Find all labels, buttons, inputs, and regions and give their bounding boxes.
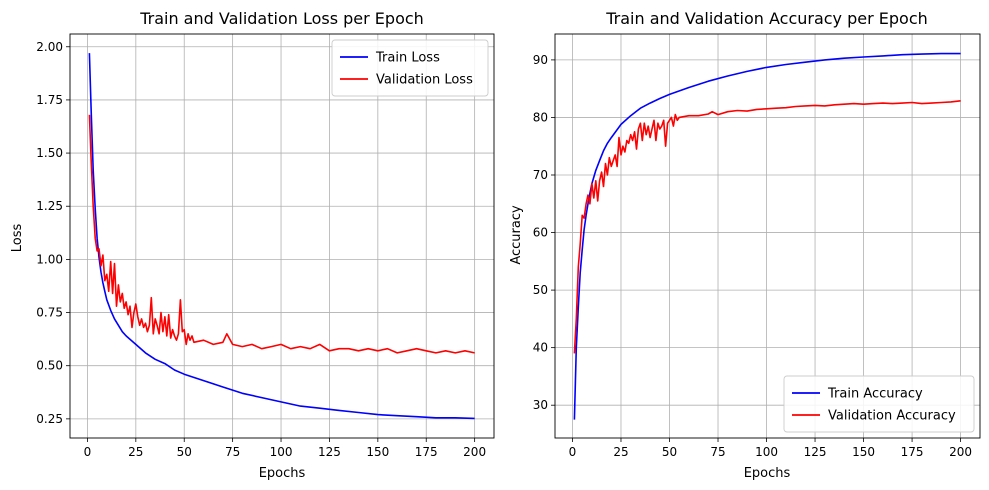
accuracy-x-tick-label: 150 bbox=[852, 445, 875, 459]
accuracy-x-tick-label: 0 bbox=[569, 445, 577, 459]
loss-y-tick-label: 0.50 bbox=[36, 359, 63, 373]
accuracy-legend-label: Train Accuracy bbox=[827, 387, 923, 402]
accuracy-y-tick-label: 30 bbox=[533, 398, 548, 412]
loss-legend-label: Train Loss bbox=[375, 51, 440, 66]
loss-x-tick-label: 50 bbox=[177, 445, 192, 459]
loss-panel: Train and Validation Loss per Epoch Epoc… bbox=[10, 9, 495, 481]
loss-x-tick-label: 150 bbox=[366, 445, 389, 459]
loss-x-tick-label: 200 bbox=[463, 445, 486, 459]
loss-x-tick-label: 125 bbox=[318, 445, 341, 459]
loss-grid bbox=[70, 34, 494, 438]
loss-y-tick-label: 2.00 bbox=[36, 40, 63, 54]
accuracy-x-tick-label: 25 bbox=[613, 445, 628, 459]
loss-series bbox=[88, 53, 475, 420]
loss-y-tick-label: 1.25 bbox=[36, 199, 63, 213]
accuracy-axes-frame bbox=[554, 33, 981, 439]
accuracy-x-tick-label: 50 bbox=[662, 445, 677, 459]
loss-x-tick-label: 25 bbox=[128, 445, 143, 459]
loss-y-tick-label: 1.75 bbox=[36, 93, 63, 107]
accuracy-y-tick-label: 90 bbox=[533, 53, 548, 67]
loss-validation-loss-line bbox=[88, 114, 475, 354]
loss-chart-title: Train and Validation Loss per Epoch bbox=[139, 9, 424, 28]
loss-y-tick-label: 1.00 bbox=[36, 252, 63, 266]
accuracy-legend-label: Validation Accuracy bbox=[828, 409, 956, 424]
accuracy-x-tick-label: 175 bbox=[901, 445, 924, 459]
loss-ticks: 0 25 50 75 100 125 150 175 200 0.25 0.50 0.75 1.00 1.… bbox=[36, 40, 486, 459]
loss-x-tick-label: 175 bbox=[415, 445, 438, 459]
accuracy-x-tick-label: 125 bbox=[804, 445, 827, 459]
accuracy-ticks: 0 25 50 75 100 125 150 175 200 30 40 50 60 70 80 90 bbox=[533, 53, 972, 459]
accuracy-series bbox=[573, 52, 961, 420]
accuracy-x-axis-label: Epochs bbox=[744, 466, 791, 481]
accuracy-validation-accuracy-line bbox=[573, 100, 961, 354]
accuracy-y-tick-label: 50 bbox=[533, 283, 548, 297]
loss-y-tick-label: 0.25 bbox=[36, 412, 63, 426]
loss-x-tick-label: 100 bbox=[270, 445, 293, 459]
accuracy-x-tick-label: 200 bbox=[949, 445, 972, 459]
loss-train-loss-line bbox=[88, 53, 475, 420]
loss-legend-box bbox=[331, 39, 489, 97]
loss-legend-label: Validation Loss bbox=[376, 73, 473, 88]
loss-y-tick-label: 0.75 bbox=[36, 306, 63, 320]
accuracy-panel: Train and Validation Accuracy per Epoch … bbox=[509, 9, 981, 481]
accuracy-y-tick-label: 40 bbox=[533, 341, 548, 355]
accuracy-y-axis-label: Accuracy bbox=[509, 205, 524, 265]
accuracy-x-tick-label: 75 bbox=[710, 445, 725, 459]
accuracy-y-tick-label: 60 bbox=[533, 226, 548, 240]
loss-x-axis-label: Epochs bbox=[259, 466, 306, 481]
accuracy-y-tick-label: 80 bbox=[533, 110, 548, 124]
loss-axes-frame bbox=[69, 33, 495, 439]
loss-legend: Train Loss Validation Loss bbox=[331, 39, 489, 97]
loss-y-tick-label: 1.50 bbox=[36, 146, 63, 160]
accuracy-legend-box bbox=[783, 375, 975, 433]
loss-x-tick-label: 75 bbox=[225, 445, 240, 459]
accuracy-legend: Train Accuracy Validation Accuracy bbox=[783, 375, 975, 433]
accuracy-y-tick-label: 70 bbox=[533, 168, 548, 182]
accuracy-x-tick-label: 100 bbox=[755, 445, 778, 459]
accuracy-chart-title: Train and Validation Accuracy per Epoch bbox=[605, 9, 928, 28]
loss-y-axis-label: Loss bbox=[10, 224, 25, 253]
accuracy-train-accuracy-line bbox=[573, 52, 961, 420]
loss-x-tick-label: 0 bbox=[84, 445, 92, 459]
